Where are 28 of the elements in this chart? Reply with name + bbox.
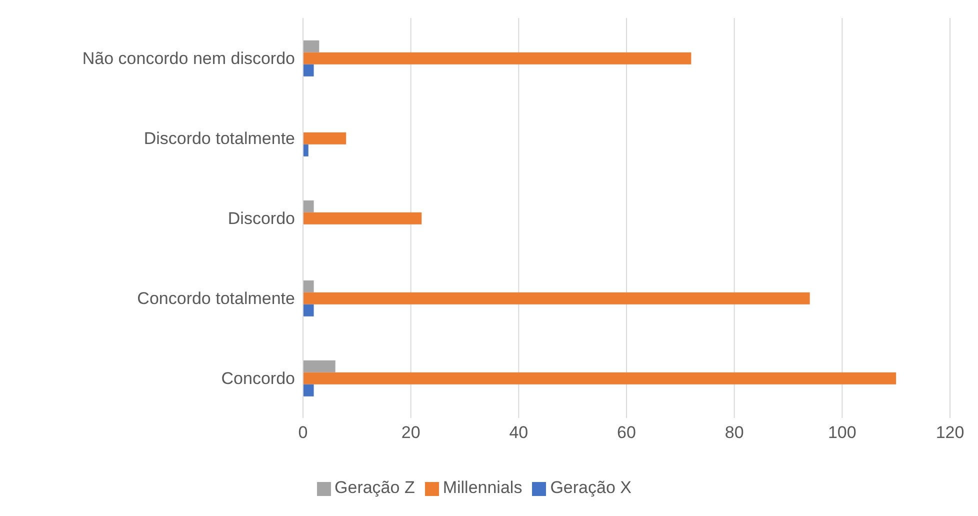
x-tick-label: 80 xyxy=(724,423,744,442)
y-tick-label: Concordo xyxy=(221,369,295,388)
bar xyxy=(303,304,314,316)
bar xyxy=(303,292,810,304)
legend-label: Geração Z xyxy=(334,478,415,497)
bar xyxy=(303,144,308,156)
bar xyxy=(303,52,692,64)
bar xyxy=(303,384,314,396)
x-tick-label: 100 xyxy=(828,423,856,442)
bar xyxy=(303,132,346,144)
bar xyxy=(303,64,314,76)
bar xyxy=(303,280,314,292)
legend-label: Geração X xyxy=(550,478,632,497)
x-tick-label: 60 xyxy=(617,423,636,442)
y-tick-label: Não concordo nem discordo xyxy=(82,49,295,68)
bar xyxy=(303,40,320,52)
bar xyxy=(303,360,336,372)
y-tick-label: Discordo totalmente xyxy=(144,129,295,148)
bar xyxy=(303,372,896,384)
bar xyxy=(303,212,422,224)
x-tick-label: 120 xyxy=(936,423,964,442)
x-tick-label: 0 xyxy=(298,423,308,442)
legend-label: Millennials xyxy=(442,478,522,497)
x-tick-label: 40 xyxy=(509,423,528,442)
bar xyxy=(303,200,314,212)
x-tick-label: 20 xyxy=(401,423,420,442)
y-tick-label: Discordo xyxy=(228,209,295,228)
y-tick-label: Concordo totalmente xyxy=(137,289,295,308)
